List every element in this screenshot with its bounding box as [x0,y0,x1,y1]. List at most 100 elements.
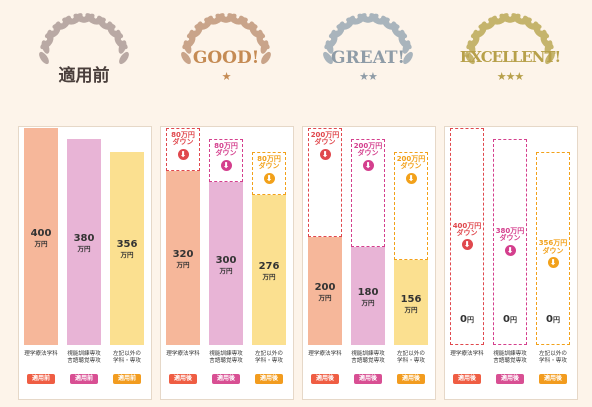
status-tag: 適用後 [453,374,481,384]
bar-value-label: 180 万円 [351,288,385,307]
wreath-leaf [182,39,195,50]
down-arrow-icon: ⬇ [263,172,275,184]
reduction-word: ダウン [258,162,280,171]
bar-value-label: 356 万円 [110,240,144,259]
category-label: 視能訓練専攻 言語聴覚専攻 [493,351,527,364]
value-number: 0円 [546,314,560,325]
reduction-amount: 380万円 [495,226,525,235]
reduction-box [394,151,428,261]
rating-stars: ★★★ [496,70,525,83]
reduction-label: 200万円 ダウン ⬇ [351,142,385,171]
data-bar [209,182,243,345]
panel-heading: 適用前 [58,66,110,86]
data-bar [24,128,58,345]
panel-heading: GREAT! [331,48,405,68]
wreath-leaf [73,13,87,23]
value-unit: 万円 [176,261,190,270]
wreath-leaf [540,29,548,44]
panel-heading: EXCELLENT! [459,48,561,66]
down-arrow-icon: ⬇ [405,172,417,184]
wreath-leaf [260,40,269,54]
wreath-leaf [186,30,201,39]
wreath-leaf [488,17,502,25]
data-bar [166,171,200,345]
chart-panel: GOOD! ★ 80万円 ダウン ⬇ 320 万円 理学療法学科 適用後 80万円 ダウン ⬇ 300 万… [160,0,294,407]
data-bar [110,151,144,345]
reduction-box [536,151,570,345]
category-label: 左記以外の 学科・専攻 [397,351,425,364]
value-number: 356 [116,239,138,251]
wreath-leaf [403,51,413,65]
category-label: 視能訓練専攻 言語聴覚専攻 [67,351,101,364]
reduction-amount: 80万円 [257,154,281,163]
down-arrow-icon: ⬇ [362,159,374,171]
data-bar [67,138,101,345]
wreath-leaf [40,39,53,50]
wreath-leaf [499,13,513,23]
reduction-word: ダウン [357,149,379,158]
chart-panel: 適用前 400 万円 理学療法学科 適用前 380 万円 視能訓練専攻 言語聴覚専攻 適用前 35… [18,0,152,407]
wreath-leaf [119,51,129,65]
wreath-leaf [336,23,351,30]
reduction-label: 356万円 ダウン ⬇ [536,239,570,269]
bar-value-label: 320 万円 [166,250,200,269]
status-tag: 適用後 [397,374,425,384]
down-arrow-icon: ⬇ [547,257,559,269]
value-unit: 万円 [77,244,91,253]
reduction-word: ダウン [314,138,336,147]
status-tag: 適用後 [212,374,240,384]
reduction-label: 200万円 ダウン ⬇ [308,131,342,160]
value-number: 400 [30,227,52,239]
bar-value-label: 156 万円 [394,293,428,314]
status-tag: 適用後 [539,374,567,384]
wreath-leaf [328,30,343,39]
reduction-amount: 356万円 [538,239,568,248]
reduction-box [450,128,484,345]
reduction-label: 80万円 ダウン ⬇ [166,131,200,160]
wreath-leaf [44,30,59,39]
value-number: 300 [215,254,237,266]
wreath-leaf [323,51,333,65]
wreath-leaf [522,15,533,29]
laurel-wreath-icon [39,13,129,65]
wreath-leaf [478,23,493,30]
value-number: 380 [73,232,95,244]
value-unit: 万円 [34,239,48,248]
wreath-leaf [227,13,239,25]
down-arrow-icon: ⬇ [461,239,473,251]
wreath-leaf [85,13,97,25]
wreath-leaf [380,15,391,29]
rating-stars: ★ [221,70,232,83]
category-label: 理学療法学科 [24,351,58,357]
bar-value-label: 400 万円 [24,227,58,248]
status-tag: 適用後 [169,374,197,384]
category-label: 左記以外の 学科・専攻 [539,351,567,364]
wreath-leaf [96,15,107,29]
category-label: 理学療法学科 [166,351,200,357]
reduction-amount: 80万円 [171,131,195,139]
value-unit: 円 [552,316,560,324]
reduction-label: 80万円 ダウン ⬇ [252,154,286,184]
value-number: 320 [172,249,194,261]
reduction-word: ダウン [542,246,564,255]
status-tag: 適用後 [311,374,339,384]
down-arrow-icon: ⬇ [220,159,232,171]
bar-value-label: 380 万円 [67,232,101,253]
reduction-label: 200万円 ダウン ⬇ [394,155,428,184]
bar-value-label: 0円 [493,315,527,325]
reduction-amount: 400万円 [452,221,482,230]
wreath-leaf [261,51,271,65]
status-tag: 適用後 [496,374,524,384]
value-unit: 円 [466,316,474,324]
status-tag: 適用後 [255,374,283,384]
wreath-leaf [511,13,523,25]
category-label: 理学療法学科 [308,351,342,357]
reduction-word: ダウン [215,149,237,158]
wreath-leaf [238,15,249,29]
reduction-word: ダウン [499,234,521,243]
value-number: 156 [400,293,422,305]
chart-panel: EXCELLENT! ★★★ 400万円 ダウン ⬇ 0円 理学療法学科 適用後 380万円 ダウ… [444,0,578,407]
panel-heading: GOOD! [192,48,260,68]
wreath-leaf [181,51,191,65]
